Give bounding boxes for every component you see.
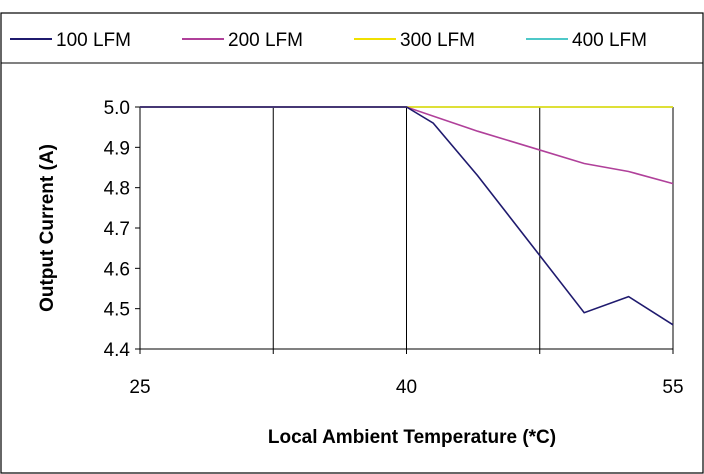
y-tick-label: 4.4 — [104, 340, 131, 361]
x-tick-label: 25 — [129, 377, 150, 398]
y-tick-label: 4.7 — [104, 219, 130, 240]
y-tick-label: 5.0 — [104, 98, 130, 119]
chart-frame — [0, 12, 704, 474]
x-tick-label: 40 — [396, 377, 417, 398]
y-tick-label: 4.8 — [104, 179, 130, 200]
series-lines — [140, 106, 674, 326]
tick-labels: 5.0 4.9 4.8 4.7 4.6 4.5 4.4 25 40 55 — [104, 98, 684, 398]
series-line-200-lfm — [140, 106, 674, 185]
x-tick-label: 55 — [662, 377, 683, 398]
x-axis-title: Local Ambient Temperature (*C) — [268, 427, 556, 448]
series-line-100-lfm — [140, 106, 674, 326]
legend-label: 100 LFM — [56, 30, 131, 51]
legend-label: 200 LFM — [228, 30, 303, 51]
y-tick-label: 4.9 — [104, 138, 130, 159]
legend: 100 LFM 200 LFM 300 LFM 400 LFM — [10, 30, 647, 51]
legend-label: 300 LFM — [400, 30, 475, 51]
legend-label: 400 LFM — [572, 30, 647, 51]
y-tick-label: 4.6 — [104, 259, 130, 280]
y-axis-title: Output Current (A) — [37, 144, 58, 312]
y-tick-label: 4.5 — [104, 300, 130, 321]
axes — [135, 106, 674, 354]
